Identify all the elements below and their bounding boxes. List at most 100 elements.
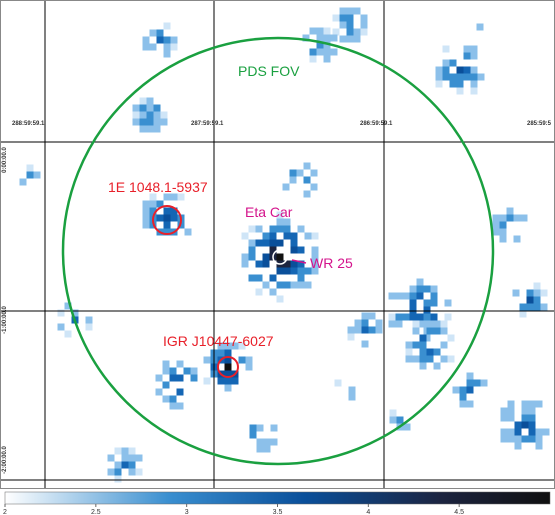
pixel: [245, 356, 253, 364]
pixel: [283, 232, 291, 240]
pixel: [224, 363, 232, 371]
source-label: WR 25: [310, 255, 353, 271]
colorbar-tick-label: 2.5: [91, 509, 101, 515]
colorbar-tick-label: 3: [185, 509, 189, 515]
pixel: [499, 214, 507, 222]
pixel: [276, 211, 284, 219]
pixel: [360, 21, 368, 29]
pixel: [107, 454, 115, 462]
colorbar-tick-label: 4: [366, 509, 370, 515]
pixel: [283, 260, 291, 268]
pixel: [170, 207, 178, 215]
pixel: [276, 267, 284, 275]
pixel: [311, 260, 319, 268]
pixel: [256, 438, 264, 446]
pixel: [297, 246, 305, 254]
pixel: [276, 225, 284, 233]
pixel: [533, 289, 541, 297]
pixel: [146, 111, 154, 119]
pixel: [533, 282, 541, 290]
pixel: [442, 66, 450, 74]
pixel: [521, 414, 529, 422]
pixel: [128, 454, 136, 462]
pixel: [402, 313, 410, 321]
pixel: [128, 461, 136, 469]
pixel: [433, 327, 441, 335]
pixel: [289, 176, 297, 184]
pixel: [183, 367, 191, 375]
pixel: [85, 323, 93, 331]
pixel: [146, 97, 154, 105]
pixel: [310, 169, 318, 177]
pixel: [262, 281, 270, 289]
pixel: [290, 267, 298, 275]
pixel: [163, 228, 171, 236]
pixel: [153, 118, 161, 126]
pixel: [142, 43, 150, 51]
pixel: [156, 200, 164, 208]
pixel: [533, 303, 541, 311]
pixel: [348, 393, 356, 401]
pixel: [405, 355, 413, 363]
pixel: [456, 73, 464, 81]
pixel: [283, 218, 291, 226]
source-label: Eta Car: [245, 204, 293, 220]
pixel: [311, 253, 319, 261]
pixel: [452, 386, 460, 394]
pixel: [139, 125, 147, 133]
pixel: [290, 246, 298, 254]
pixel: [156, 29, 164, 37]
pixel: [507, 407, 515, 415]
pixel: [190, 367, 198, 375]
pixel: [409, 292, 417, 300]
pixel: [248, 225, 256, 233]
pixel: [528, 400, 536, 408]
pixel: [368, 312, 376, 320]
pixel: [412, 327, 420, 335]
source-label: 1E 1048.1-5937: [108, 179, 208, 195]
pixel: [463, 52, 471, 60]
pixel: [500, 414, 508, 422]
pixel: [323, 55, 331, 63]
pixel: [470, 80, 478, 88]
dec-label: -2:00:00.0: [2, 445, 8, 473]
pixel: [426, 320, 434, 328]
source-region: [152, 205, 182, 235]
pixel: [442, 45, 450, 53]
pixel: [354, 326, 362, 334]
pixel: [176, 402, 184, 410]
pixel: [330, 34, 338, 42]
pixel: [302, 34, 310, 42]
pixel: [121, 447, 129, 455]
pixel: [297, 225, 305, 233]
pixel: [162, 395, 170, 403]
pixel: [346, 21, 354, 29]
pixel: [135, 454, 143, 462]
pixel: [217, 342, 225, 350]
pixel: [368, 326, 376, 334]
pixel: [290, 281, 298, 289]
pixel: [217, 349, 225, 357]
source-label: IGR J10447-6027: [163, 333, 274, 349]
pixel: [521, 435, 529, 443]
pixel: [466, 400, 474, 408]
pixel: [405, 341, 413, 349]
pixel: [449, 73, 457, 81]
pixel: [142, 36, 150, 44]
pixel: [255, 239, 263, 247]
pixel: [262, 260, 270, 268]
colorbar-tick-label: 2: [3, 509, 7, 515]
pixel: [297, 281, 305, 289]
pixel: [296, 169, 304, 177]
pixel: [135, 468, 143, 476]
pixel: [440, 320, 448, 328]
pixel: [238, 356, 246, 364]
pixel: [149, 200, 157, 208]
pixel: [426, 327, 434, 335]
pixel: [507, 400, 515, 408]
pixel: [416, 313, 424, 321]
pixel: [146, 118, 154, 126]
pixel: [346, 7, 354, 15]
pixel: [276, 253, 284, 261]
pixel: [169, 395, 177, 403]
